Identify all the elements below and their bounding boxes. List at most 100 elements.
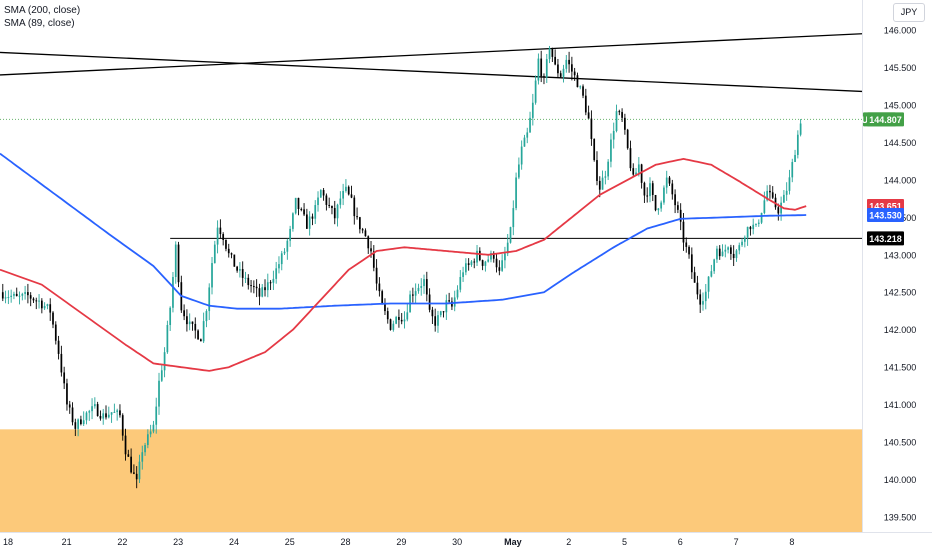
candle-body — [565, 59, 568, 69]
candle — [559, 70, 562, 78]
candle-body — [651, 183, 654, 195]
candle — [155, 397, 158, 434]
candle — [275, 261, 278, 284]
candle-body — [646, 195, 649, 197]
candle-body — [372, 251, 375, 268]
x-tick-label: 7 — [734, 537, 739, 547]
candle-body — [152, 424, 155, 432]
candle — [665, 170, 668, 194]
candle — [325, 193, 328, 211]
candle — [651, 180, 654, 202]
candle-body — [420, 286, 423, 288]
sma200-price-label: 143.530 — [867, 208, 904, 223]
candle — [718, 245, 721, 260]
candle — [423, 274, 425, 294]
candle — [353, 195, 356, 225]
candle-body — [576, 75, 579, 88]
candle-body — [568, 59, 570, 65]
candle — [732, 245, 735, 267]
candle — [308, 211, 311, 236]
candle — [361, 227, 364, 234]
candle — [699, 289, 702, 313]
candle — [604, 170, 607, 185]
candle — [289, 225, 291, 247]
sma200-legend-label[interactable]: SMA (200, close) — [4, 5, 81, 16]
candle — [375, 259, 378, 291]
candle — [554, 49, 557, 66]
candle — [60, 345, 63, 377]
candle — [21, 292, 24, 301]
candle — [68, 400, 71, 414]
candle-body — [216, 227, 219, 245]
candle-body — [202, 321, 205, 342]
candle-body — [211, 263, 213, 288]
candle-body — [336, 204, 339, 219]
candle-body — [763, 200, 766, 213]
candle — [264, 279, 266, 297]
candle-body — [777, 207, 780, 214]
candle-body — [236, 266, 238, 271]
sma89-legend-label[interactable]: SMA (89, close) — [4, 18, 75, 29]
candle-body — [716, 248, 718, 260]
candle — [674, 189, 676, 214]
candle — [158, 372, 160, 415]
candle — [169, 306, 172, 331]
candle-body — [384, 304, 386, 312]
candle-body — [685, 242, 688, 247]
candle-body — [345, 186, 347, 191]
candle — [523, 134, 526, 147]
candle — [635, 167, 637, 175]
candle-body — [121, 415, 124, 436]
x-tick-label: 30 — [452, 537, 462, 547]
candle-body — [10, 295, 13, 298]
candle — [693, 266, 696, 283]
candle-body — [699, 294, 702, 305]
candle — [82, 411, 85, 427]
candle-body — [604, 176, 607, 178]
candle — [258, 283, 261, 306]
candle-body — [141, 452, 144, 462]
candle-body — [325, 195, 328, 205]
candle-body — [21, 293, 24, 296]
candle — [439, 310, 442, 318]
x-tick-label: 24 — [229, 537, 239, 547]
candle — [244, 271, 247, 284]
candle — [529, 111, 531, 133]
candle — [29, 292, 32, 307]
candle-body — [473, 261, 476, 263]
sma89-price-label-text: 143.651 — [869, 201, 902, 211]
support-price-label-bg — [867, 231, 904, 246]
candle-body — [428, 294, 431, 310]
candle-body — [225, 239, 227, 249]
candle-body — [389, 319, 392, 330]
currency-label[interactable]: JPY — [893, 3, 925, 22]
candle — [177, 241, 180, 288]
candle — [414, 283, 417, 303]
candle-body — [760, 212, 763, 223]
y-tick-label: 140.000 — [884, 475, 917, 485]
candle — [105, 405, 107, 420]
candle-body — [370, 248, 372, 252]
candle-body — [593, 138, 596, 161]
candle-body — [632, 168, 635, 175]
x-tick-label: 2 — [566, 537, 571, 547]
candle-body — [266, 282, 269, 291]
candle-body — [690, 254, 693, 273]
candle-body — [339, 198, 342, 205]
candle-body — [448, 300, 450, 302]
x-tick-label: 21 — [62, 537, 72, 547]
candle-body — [163, 352, 166, 371]
candle-body — [660, 202, 663, 209]
candle — [49, 298, 52, 321]
candle-body — [607, 161, 610, 177]
candle — [406, 303, 409, 322]
candle — [757, 219, 760, 227]
candle — [127, 449, 130, 457]
candle-body — [657, 208, 660, 211]
candle-body — [629, 148, 632, 169]
candle-body — [350, 194, 353, 198]
candle — [780, 196, 782, 221]
candle-body — [624, 117, 626, 130]
